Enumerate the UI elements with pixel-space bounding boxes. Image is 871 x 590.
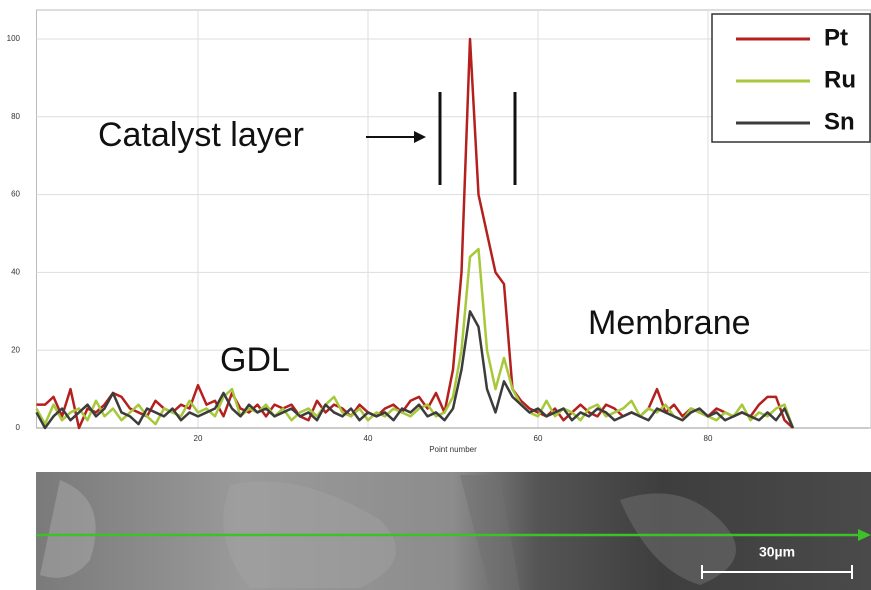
y-tick-label: 20: [11, 345, 20, 354]
legend-label: Ru: [824, 66, 856, 93]
x-tick-label: 80: [704, 434, 713, 443]
x-axis-label: Point number: [429, 445, 477, 454]
y-tick-label: 100: [7, 34, 21, 43]
y-tick-label: 40: [11, 268, 20, 277]
scale-bar-label: 30µm: [759, 544, 795, 560]
y-tick-label: 60: [11, 190, 20, 199]
figure: 0 20 40 60 80 100 20 40 60 80 Point number Catalyst…: [0, 0, 871, 590]
legend-label: Pt: [824, 24, 848, 51]
x-tick-label: 60: [534, 434, 543, 443]
plot: 0 20 40 60 80 100 20 40 60 80 Point number Catalyst…: [7, 10, 871, 454]
y-tick-label: 80: [11, 112, 20, 121]
y-tick-label: 0: [16, 423, 21, 432]
annotation: Catalyst layer: [98, 116, 304, 154]
x-tick-label: 40: [364, 434, 373, 443]
legend-label: Sn: [824, 108, 855, 135]
annotation: Membrane: [588, 304, 751, 342]
sem-image: 30µm: [36, 472, 871, 590]
annotation: GDL: [220, 341, 290, 379]
x-tick-label: 20: [194, 434, 203, 443]
